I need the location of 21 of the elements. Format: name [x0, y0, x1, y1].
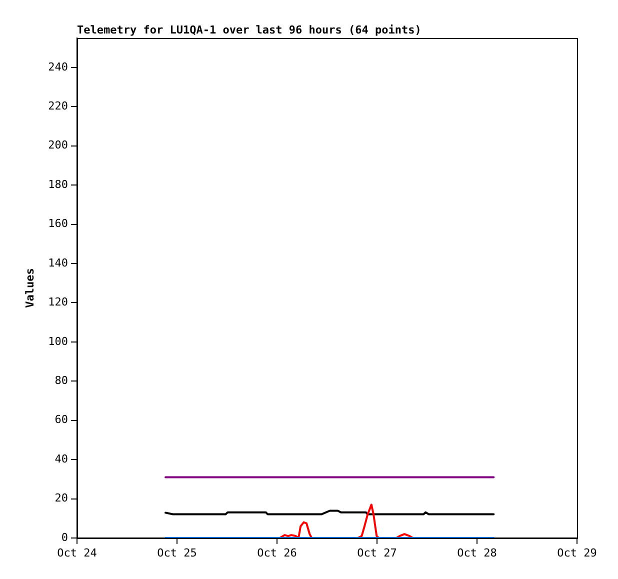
y-tick-label: 40 [54, 452, 68, 466]
x-tick-label: Oct 28 [457, 546, 497, 560]
y-tick-label: 0 [61, 530, 68, 544]
y-tick-label: 20 [54, 492, 68, 505]
y-tick-label: 140 [48, 256, 68, 270]
y-tick-label: 60 [54, 413, 68, 426]
x-tick-label: Oct 25 [157, 546, 197, 560]
x-tick-label: Oct 27 [357, 546, 397, 560]
x-tick-label: Oct 24 [57, 546, 98, 560]
y-tick-label: 120 [48, 296, 68, 309]
x-tick-label: Oct 29 [557, 546, 597, 560]
y-tick-label: 220 [48, 99, 68, 112]
chart-title: Telemetry for LU1QA-1 over last 96 hours (64 points) [77, 23, 422, 36]
y-tick-label: 160 [48, 217, 68, 230]
y-tick-label: 180 [48, 178, 68, 191]
y-axis-title: Values [23, 268, 36, 308]
y-tick-label: 200 [48, 138, 68, 152]
y-tick-label: 240 [48, 60, 68, 74]
x-tick-label: Oct 26 [257, 546, 297, 560]
y-tick-label: 100 [48, 334, 68, 348]
y-tick-label: 80 [54, 374, 68, 387]
